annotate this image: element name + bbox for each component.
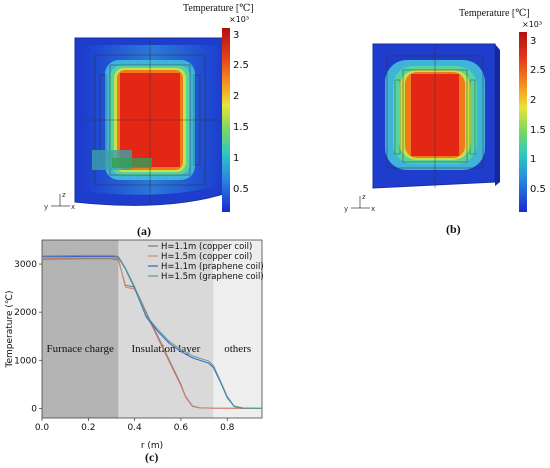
colorbar-tick: 3 bbox=[233, 30, 240, 41]
x-tick-label: 0.4 bbox=[127, 423, 142, 433]
colorbar-tick: 0.5 bbox=[530, 184, 546, 195]
region-label: Insulation layer bbox=[132, 343, 201, 355]
y-axis-label: Temperature (℃) bbox=[5, 290, 15, 368]
triad-z-label: z bbox=[62, 191, 66, 199]
panel-label-c: (c) bbox=[145, 450, 159, 464]
series-line bbox=[41, 257, 263, 409]
colorbar-title-b: Temperature [℃] bbox=[459, 8, 530, 19]
plot-frame bbox=[41, 239, 263, 419]
colorbar-tick: 2 bbox=[233, 91, 240, 102]
legend-entry: H=1.1m (copper coil) bbox=[161, 242, 252, 252]
colorbar-tick: 0.5 bbox=[233, 184, 249, 195]
region-band bbox=[118, 240, 214, 418]
colorbar-tick: 3 bbox=[530, 36, 537, 47]
colorbar-tick: 1.5 bbox=[530, 125, 546, 136]
triad-z-label: z bbox=[362, 193, 366, 201]
y-tick-label: 0 bbox=[31, 404, 37, 414]
colorbar-b bbox=[519, 32, 527, 212]
x-tick-label: 0.8 bbox=[220, 423, 235, 433]
panel-b-axis-triad: z y x bbox=[344, 193, 375, 213]
panel-b-field bbox=[372, 43, 500, 189]
x-axis-label: r (m) bbox=[141, 441, 163, 451]
x-tick-label: 0.2 bbox=[81, 423, 95, 433]
colorbar-tick: 1 bbox=[530, 154, 537, 165]
radial-temperature-chart: Furnace charge Insulation layer others 0.0 0… bbox=[5, 239, 264, 451]
series-line bbox=[41, 254, 263, 409]
legend-entry: H=1.5m (copper coil) bbox=[161, 252, 252, 262]
colorbar-exponent-b: ×10³ bbox=[522, 20, 543, 29]
colorbar-tick: 2.5 bbox=[233, 60, 249, 71]
x-tick-label: 0.6 bbox=[174, 423, 189, 433]
colorbar-a bbox=[222, 28, 230, 212]
panel-a-axis-triad: z y x bbox=[44, 191, 75, 211]
x-tick-label: 0.0 bbox=[35, 423, 50, 433]
region-label: others bbox=[224, 343, 251, 355]
y-tick-label: 3000 bbox=[14, 260, 37, 270]
colorbar-tick: 2 bbox=[530, 95, 537, 106]
region-band bbox=[42, 240, 119, 418]
triad-y-label: y bbox=[44, 203, 48, 211]
panel-a-field bbox=[74, 37, 230, 206]
colorbar-exponent-a: ×10³ bbox=[229, 15, 250, 24]
colorbar-tick: 1.5 bbox=[233, 122, 249, 133]
triad-x-label: x bbox=[71, 203, 75, 211]
colorbar-tick: 2.5 bbox=[530, 65, 546, 76]
legend-entry: H=1.5m (graphene coil) bbox=[161, 272, 264, 282]
panel-label-b: (b) bbox=[446, 222, 461, 236]
triad-y-label: y bbox=[344, 205, 348, 213]
colorbar-tick: 1 bbox=[233, 153, 240, 164]
region-band bbox=[213, 240, 262, 418]
colorbar-title-a: Temperature [℃] bbox=[183, 3, 254, 14]
series-line bbox=[41, 255, 263, 409]
triad-x-label: x bbox=[371, 205, 375, 213]
region-label: Furnace charge bbox=[47, 343, 114, 355]
y-tick-label: 1000 bbox=[14, 356, 37, 366]
legend-entry: H=1.1m (praphene coil) bbox=[161, 262, 264, 272]
y-tick-label: 2000 bbox=[14, 308, 37, 318]
panel-label-a: (a) bbox=[137, 224, 151, 238]
